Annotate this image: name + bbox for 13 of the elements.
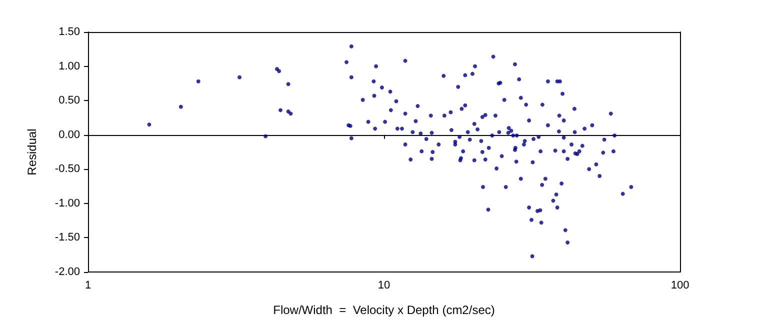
y-tick-label: 0.00 bbox=[58, 128, 80, 141]
y-tick-label: -1.50 bbox=[54, 232, 80, 244]
x-tick-label: 10 bbox=[378, 280, 390, 292]
y-tick-label: -1.00 bbox=[54, 197, 80, 210]
x-axis-title: Flow/Width = Velocity x Depth (cm2/sec) bbox=[273, 303, 495, 317]
y-tick-label: -0.50 bbox=[54, 163, 80, 176]
x-tick-label: 1 bbox=[84, 280, 92, 292]
x-tick-label: 100 bbox=[670, 280, 690, 292]
y-tick-label: 1.00 bbox=[58, 60, 80, 72]
y-axis-title: Residual bbox=[25, 128, 39, 176]
y-tick-label: 1.50 bbox=[58, 26, 80, 38]
y-tick-label: -2.00 bbox=[54, 266, 80, 278]
y-tick-label: 0.50 bbox=[58, 94, 80, 107]
